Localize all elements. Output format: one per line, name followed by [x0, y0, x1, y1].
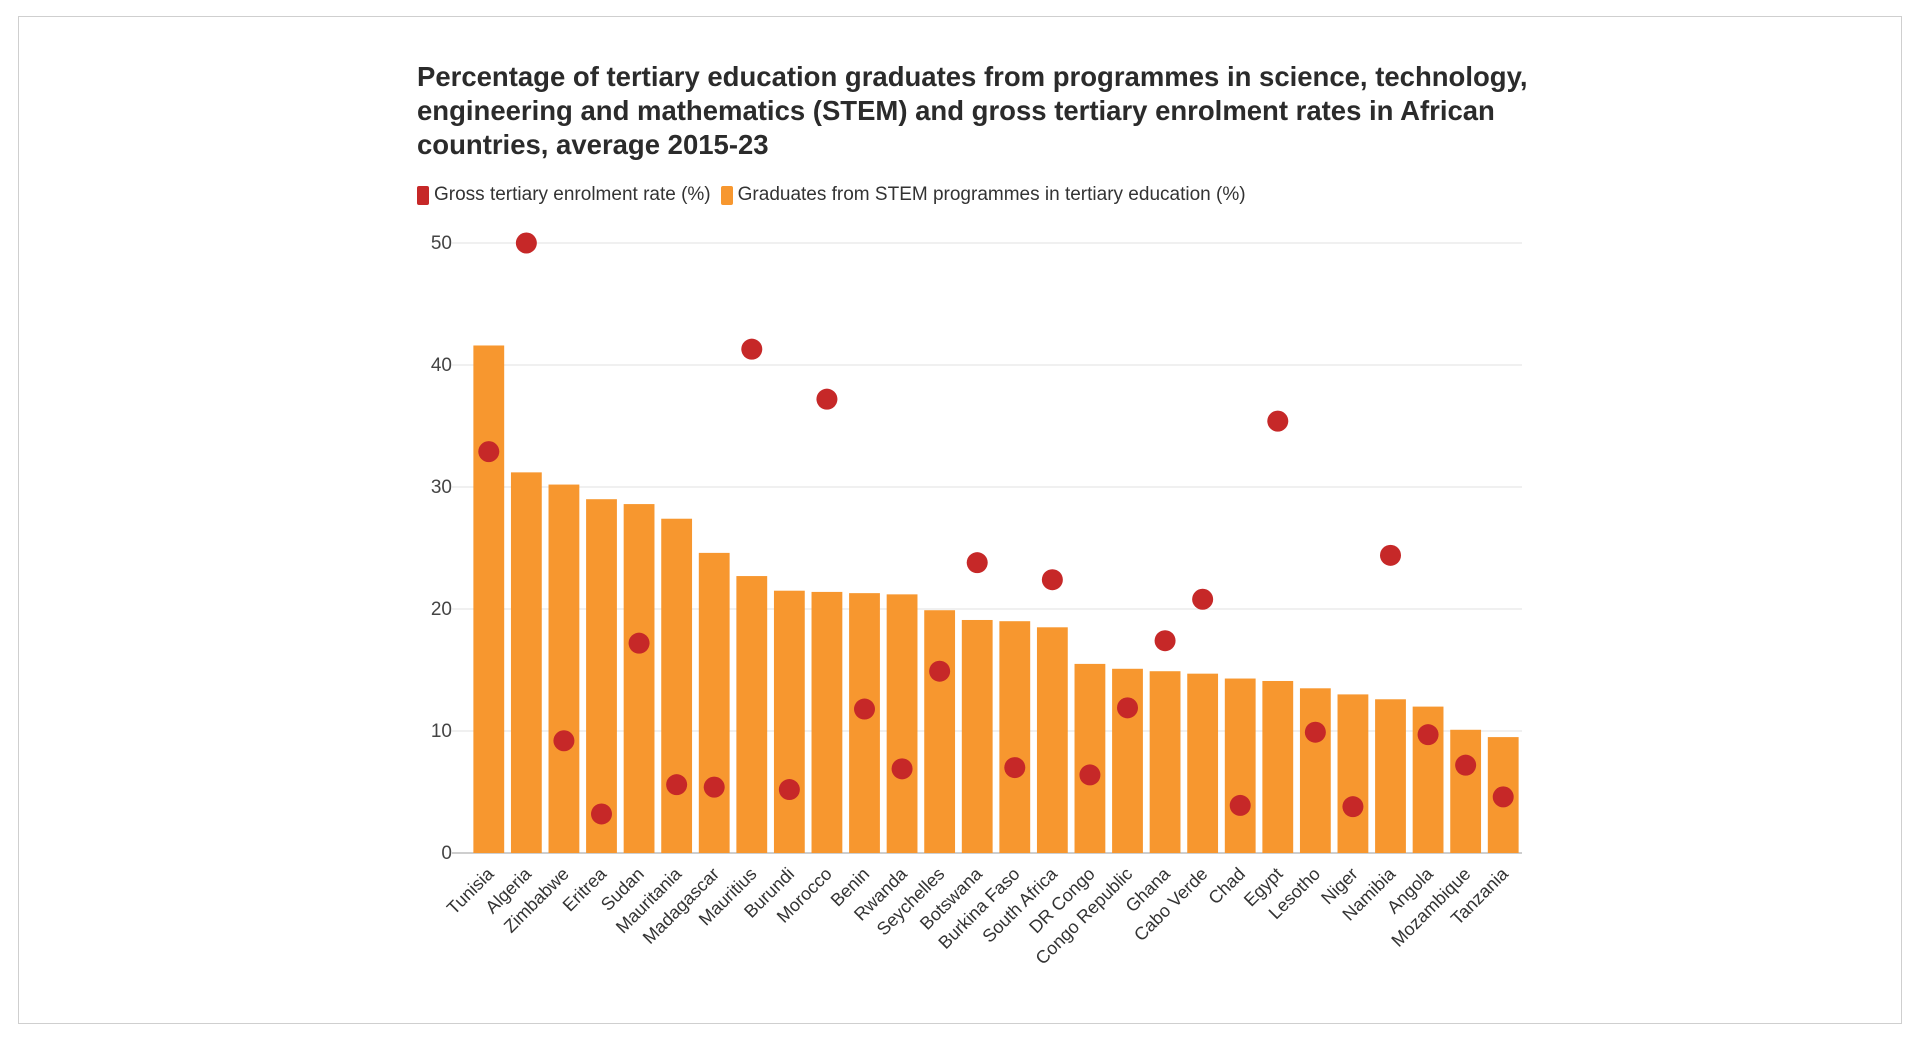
x-axis-labels: TunisiaAlgeriaZimbabweEritreaSudanMaurit…: [443, 863, 1513, 968]
bar-burkina-faso: [999, 621, 1031, 853]
bar-algeria: [510, 472, 542, 853]
point-dr-congo: [1079, 764, 1101, 786]
point-niger: [1342, 796, 1364, 818]
bar-ghana: [1149, 671, 1181, 853]
bar-morocco: [811, 591, 843, 853]
bar-lesotho: [1299, 688, 1331, 853]
bar-mozambique: [1450, 729, 1482, 853]
bar-botswana: [961, 619, 993, 853]
bar-burundi: [773, 590, 805, 853]
point-congo-republic: [1117, 697, 1138, 719]
point-madagascar: [703, 776, 725, 798]
point-cabo-verde: [1192, 588, 1214, 610]
chart-title: Percentage of tertiary education graduat…: [417, 61, 1528, 160]
point-benin: [854, 698, 875, 720]
point-mauritania: [666, 774, 688, 796]
bar-benin: [849, 593, 880, 853]
point-seychelles: [929, 660, 951, 682]
point-algeria: [515, 232, 537, 254]
legend-swatch-stem: [720, 185, 733, 205]
bar-sudan: [623, 504, 655, 853]
point-zimbabwe: [553, 730, 575, 752]
bar-rwanda: [886, 594, 918, 853]
y-tick-label: 40: [431, 355, 452, 376]
point-angola: [1417, 724, 1439, 746]
legend-swatch-enrolment: [417, 185, 429, 205]
y-tick-label: 50: [431, 233, 452, 254]
point-mauritius: [741, 338, 763, 360]
bar-egypt: [1262, 680, 1294, 853]
bar-seychelles: [924, 610, 956, 853]
y-axis-ticks: 0 10 20 30 40 50: [431, 233, 452, 864]
point-ghana: [1154, 630, 1176, 652]
bar-niger: [1337, 694, 1369, 853]
point-burundi: [778, 779, 800, 801]
point-lesotho: [1304, 721, 1326, 743]
bar-mauritania: [661, 518, 693, 853]
legend-label-enrolment: Gross tertiary enrolment rate (%): [434, 184, 711, 205]
bar-congo-republic: [1112, 668, 1143, 853]
bar-mauritius: [736, 576, 768, 853]
point-rwanda: [891, 758, 913, 780]
point-egypt: [1267, 410, 1289, 432]
point-sudan: [628, 632, 650, 654]
bar-dr-congo: [1074, 663, 1106, 853]
point-south-africa: [1041, 569, 1063, 591]
stem-bars: [473, 345, 1519, 853]
bar-eritrea: [586, 499, 617, 853]
enrolment-points: [478, 232, 1514, 825]
point-mozambique: [1455, 754, 1477, 776]
legend-item-stem: Graduates from STEM programmes in tertia…: [720, 184, 1246, 206]
point-chad: [1229, 794, 1251, 816]
y-tick-label: 10: [431, 721, 452, 742]
point-botswana: [966, 552, 988, 574]
x-tick-label: Chad: [1204, 864, 1249, 909]
y-tick-label: 20: [431, 599, 452, 620]
point-tunisia: [478, 441, 500, 463]
point-morocco: [816, 388, 838, 410]
bar-tunisia: [473, 345, 505, 853]
point-namibia: [1380, 544, 1401, 566]
point-eritrea: [591, 803, 612, 825]
y-tick-label: 30: [431, 477, 452, 498]
bar-madagascar: [698, 552, 730, 853]
bar-south-africa: [1036, 627, 1068, 853]
point-burkina-faso: [1004, 757, 1026, 779]
legend-label-stem: Graduates from STEM programmes in tertia…: [737, 184, 1246, 205]
legend: Gross tertiary enrolment rate (%) Gradua…: [417, 184, 1256, 206]
bar-chad: [1224, 678, 1256, 853]
bar-cabo-verde: [1187, 673, 1219, 853]
bar-namibia: [1375, 699, 1406, 853]
y-tick-label: 0: [441, 843, 452, 864]
chart-frame: [18, 16, 1902, 1024]
legend-item-enrolment: Gross tertiary enrolment rate (%): [417, 184, 711, 206]
point-tanzania: [1492, 786, 1514, 808]
bar-zimbabwe: [548, 484, 580, 853]
